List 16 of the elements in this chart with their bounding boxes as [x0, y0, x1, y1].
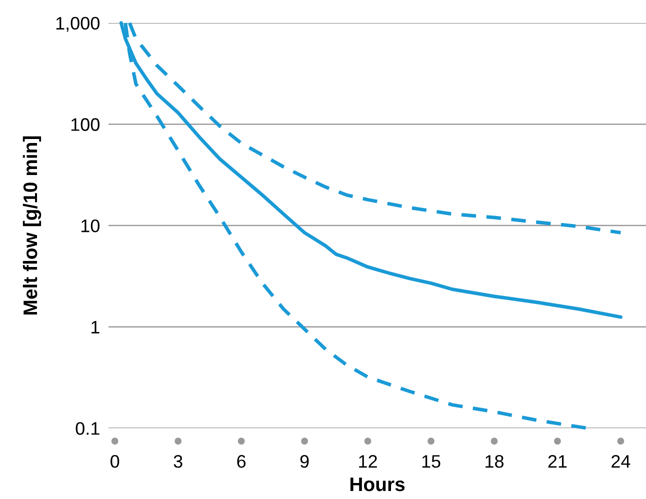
y-tick-label: 1,000 [56, 16, 100, 32]
y-tick-label: 100 [71, 118, 100, 131]
x-tick-label: 9 [300, 455, 309, 468]
x-tick-label: 24 [612, 455, 630, 468]
y-tick-label: 1 [92, 320, 100, 334]
x-tick-label: 0 [110, 455, 120, 468]
x-axis-title: Hours [350, 478, 405, 492]
x-tick-label: 15 [422, 455, 440, 468]
x-tick-label: 12 [359, 455, 377, 468]
x-tick-label: 21 [548, 455, 567, 468]
y-axis-title: Melt flow [g/10 min] [22, 136, 42, 314]
y-tick-label: 0.1 [76, 422, 100, 435]
y-tick-label: 10 [81, 219, 100, 232]
x-tick-label: 6 [237, 455, 246, 468]
x-tick-label: 3 [174, 455, 182, 468]
x-tick-label: 18 [486, 455, 504, 468]
